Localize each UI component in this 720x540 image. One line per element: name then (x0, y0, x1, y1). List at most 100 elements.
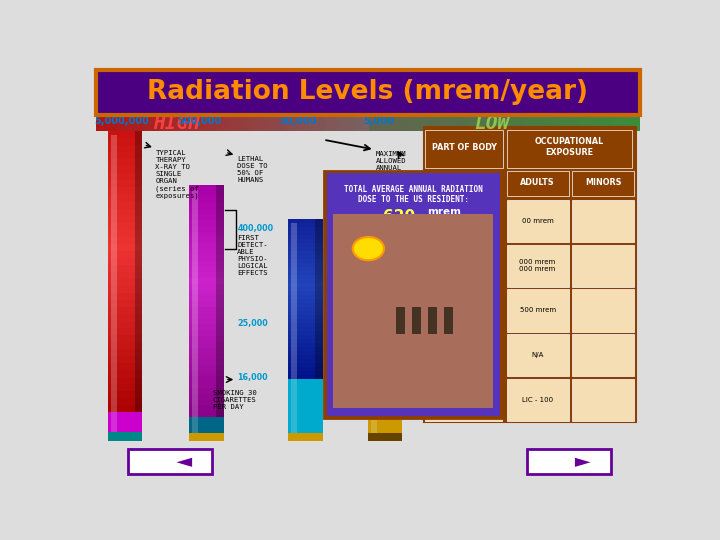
FancyBboxPatch shape (521, 116, 526, 131)
Bar (368, 332, 402, 336)
FancyBboxPatch shape (107, 116, 112, 131)
FancyBboxPatch shape (282, 116, 287, 131)
Bar (189, 388, 224, 394)
Bar (368, 265, 402, 269)
Bar (368, 260, 402, 265)
Text: HIGH: HIGH (153, 114, 200, 133)
FancyBboxPatch shape (426, 334, 502, 376)
Bar (288, 371, 323, 375)
Bar (288, 219, 323, 222)
FancyBboxPatch shape (276, 116, 282, 131)
Bar (189, 400, 224, 406)
Text: PART OF BODY: PART OF BODY (432, 143, 497, 152)
FancyBboxPatch shape (183, 116, 189, 131)
Text: 25,000: 25,000 (238, 319, 268, 328)
Bar (288, 299, 323, 303)
Bar (368, 370, 402, 375)
FancyBboxPatch shape (150, 116, 156, 131)
Bar (368, 379, 402, 383)
Text: SMOKING 30
CIGARETTES
PER DAY: SMOKING 30 CIGARETTES PER DAY (213, 390, 256, 410)
FancyBboxPatch shape (254, 116, 260, 131)
FancyBboxPatch shape (434, 116, 440, 131)
Bar (189, 272, 224, 278)
Bar (368, 417, 402, 433)
Bar (108, 370, 143, 377)
FancyBboxPatch shape (629, 116, 635, 131)
Text: 000 mrem
000 mrem: 000 mrem 000 mrem (519, 259, 556, 272)
FancyBboxPatch shape (407, 116, 413, 131)
Bar (368, 375, 402, 379)
Bar (189, 336, 224, 342)
Bar (288, 239, 323, 242)
FancyBboxPatch shape (504, 116, 510, 131)
FancyBboxPatch shape (507, 171, 569, 196)
Text: MAXIMUM
ALLOWED
ANNUAL
DOSE TO
WORKER: MAXIMUM ALLOWED ANNUAL DOSE TO WORKER (376, 151, 406, 185)
Text: TYPICAL
THERAPY
X-RAY TO
SINGLE
ORGAN
(series of
exposures): TYPICAL THERAPY X-RAY TO SINGLE ORGAN (s… (156, 150, 199, 199)
Bar (216, 185, 224, 417)
Bar (189, 353, 224, 359)
Text: 5,000: 5,000 (364, 116, 394, 125)
Text: 5,000,000: 5,000,000 (94, 116, 149, 125)
Bar (108, 335, 143, 342)
Bar (288, 275, 323, 279)
Bar (189, 261, 224, 266)
Bar (108, 356, 143, 363)
FancyBboxPatch shape (426, 245, 502, 287)
Bar (189, 214, 224, 220)
Bar (368, 278, 402, 281)
Bar (288, 433, 323, 441)
Bar (395, 248, 402, 417)
Bar (189, 433, 224, 441)
Bar (108, 300, 143, 307)
Bar (108, 251, 143, 258)
Bar (189, 359, 224, 365)
Bar (288, 335, 323, 339)
Bar (288, 295, 323, 299)
FancyBboxPatch shape (618, 116, 624, 131)
Bar (192, 190, 198, 417)
FancyBboxPatch shape (559, 116, 564, 131)
Bar (189, 313, 224, 319)
Bar (108, 145, 143, 152)
FancyBboxPatch shape (161, 116, 167, 131)
FancyBboxPatch shape (342, 116, 348, 131)
Bar (108, 222, 143, 230)
Bar (189, 202, 224, 208)
Bar (189, 325, 224, 330)
FancyBboxPatch shape (418, 116, 423, 131)
Bar (288, 282, 323, 287)
Bar (108, 237, 143, 244)
Bar (288, 310, 323, 315)
Bar (288, 231, 323, 235)
Bar (288, 339, 323, 343)
Bar (368, 328, 402, 332)
Bar (189, 394, 224, 400)
Text: N/A: N/A (531, 352, 544, 358)
Text: 400,000: 400,000 (238, 224, 274, 233)
Bar (368, 299, 402, 303)
FancyBboxPatch shape (439, 116, 446, 131)
Bar (368, 256, 402, 260)
FancyBboxPatch shape (531, 116, 537, 131)
FancyBboxPatch shape (572, 289, 634, 332)
FancyBboxPatch shape (189, 116, 194, 131)
Bar (111, 412, 117, 432)
Text: Radiation Levels (mrem/year): Radiation Levels (mrem/year) (148, 79, 588, 105)
Bar (368, 290, 402, 294)
Bar (108, 230, 143, 237)
Bar (368, 366, 402, 370)
FancyBboxPatch shape (528, 449, 611, 474)
Text: 500,000: 500,000 (178, 116, 222, 125)
FancyBboxPatch shape (445, 116, 451, 131)
Bar (135, 131, 143, 412)
FancyBboxPatch shape (607, 116, 613, 131)
FancyBboxPatch shape (260, 116, 266, 131)
Bar (288, 271, 323, 275)
FancyBboxPatch shape (315, 116, 320, 131)
Bar (368, 383, 402, 387)
FancyBboxPatch shape (553, 116, 559, 131)
Bar (288, 242, 323, 247)
FancyBboxPatch shape (585, 116, 591, 131)
Bar (368, 387, 402, 392)
Bar (288, 319, 323, 323)
